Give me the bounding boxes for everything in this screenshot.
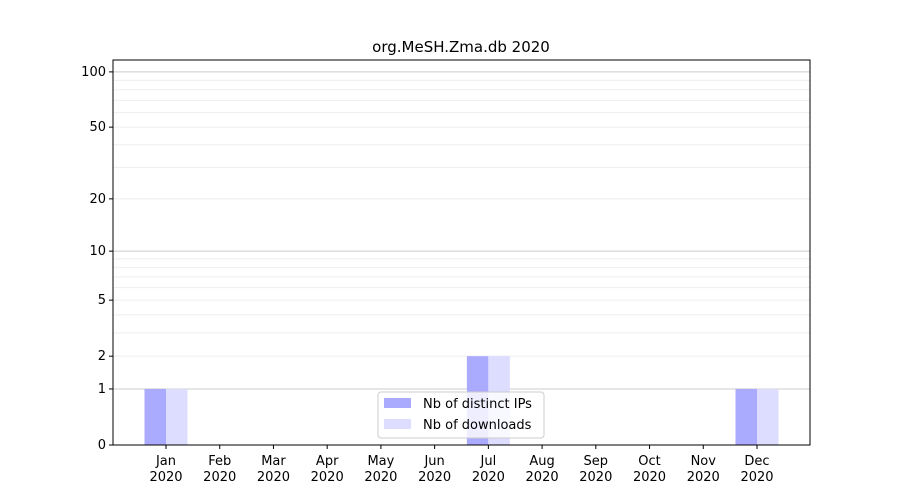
x-tick-label-line: 2020 bbox=[740, 470, 773, 485]
x-tick-label: Jan 2020 bbox=[149, 454, 182, 485]
bar-downloads bbox=[757, 388, 779, 445]
x-tick-label-line: Oct bbox=[638, 454, 660, 469]
x-tick-label: Aug 2020 bbox=[526, 454, 559, 485]
x-tick-label: Jul 2020 bbox=[472, 454, 505, 485]
x-tick-label-line: 2020 bbox=[418, 470, 451, 485]
x-tick-label: May 2020 bbox=[364, 454, 397, 485]
y-tick-label: 20 bbox=[89, 192, 106, 207]
bar-distinct-ips bbox=[735, 388, 757, 445]
x-tick-label: Sep 2020 bbox=[579, 454, 612, 485]
y-tick-label: 1 bbox=[98, 382, 106, 397]
y-axis: 0 1 2 5 10 20 50 100 bbox=[81, 65, 113, 453]
x-tick-label-line: Nov bbox=[691, 454, 717, 469]
x-tick-label-line: 2020 bbox=[203, 470, 236, 485]
x-tick-label-line: Feb bbox=[208, 454, 231, 469]
x-tick-label-line: Apr bbox=[316, 454, 339, 469]
x-tick-label: Mar 2020 bbox=[257, 454, 290, 485]
y-tick-label: 10 bbox=[89, 244, 106, 259]
legend-swatch bbox=[384, 419, 411, 429]
x-tick-label-line: Jan bbox=[155, 454, 176, 469]
x-tick-label: Apr 2020 bbox=[311, 454, 344, 485]
x-tick-label-line: Sep bbox=[584, 454, 609, 469]
y-tick-label: 5 bbox=[98, 293, 106, 308]
x-tick-label-line: Jul bbox=[480, 454, 497, 469]
x-tick-label-line: 2020 bbox=[311, 470, 344, 485]
legend-label: Nb of downloads bbox=[423, 418, 532, 433]
x-tick-label: Oct 2020 bbox=[633, 454, 666, 485]
x-tick-label: Dec 2020 bbox=[740, 454, 773, 485]
grid bbox=[113, 71, 810, 390]
legend: Nb of distinct IPs Nb of downloads bbox=[377, 391, 545, 439]
x-tick-label: Jun 2020 bbox=[418, 454, 451, 485]
x-tick-label-line: May bbox=[367, 454, 394, 469]
legend-swatch bbox=[384, 398, 411, 408]
x-tick-label: Nov 2020 bbox=[687, 454, 720, 485]
x-tick-label-line: 2020 bbox=[364, 470, 397, 485]
bar-distinct-ips bbox=[144, 388, 166, 445]
legend-label: Nb of distinct IPs bbox=[423, 397, 532, 412]
chart-title: org.MeSH.Zma.db 2020 bbox=[372, 38, 550, 56]
x-tick-label: Feb 2020 bbox=[203, 454, 236, 485]
x-tick-label-line: 2020 bbox=[687, 470, 720, 485]
x-tick-label-line: Mar bbox=[261, 454, 286, 469]
x-tick-label-line: 2020 bbox=[526, 470, 559, 485]
x-tick-label-line: 2020 bbox=[633, 470, 666, 485]
legend-box bbox=[377, 391, 545, 439]
y-tick-label: 0 bbox=[98, 438, 106, 453]
x-tick-label-line: 2020 bbox=[472, 470, 505, 485]
x-tick-label-line: Dec bbox=[744, 454, 769, 469]
bar-downloads bbox=[166, 388, 188, 445]
x-tick-label-line: Jun bbox=[423, 454, 444, 469]
x-tick-label-line: 2020 bbox=[149, 470, 182, 485]
y-tick-label: 50 bbox=[89, 120, 106, 135]
plot-frame bbox=[112, 59, 811, 446]
y-tick-label: 2 bbox=[98, 349, 106, 364]
x-tick-label-line: 2020 bbox=[579, 470, 612, 485]
x-tick-label-line: Aug bbox=[529, 454, 554, 469]
y-tick-label: 100 bbox=[81, 65, 106, 80]
x-tick-label-line: 2020 bbox=[257, 470, 290, 485]
